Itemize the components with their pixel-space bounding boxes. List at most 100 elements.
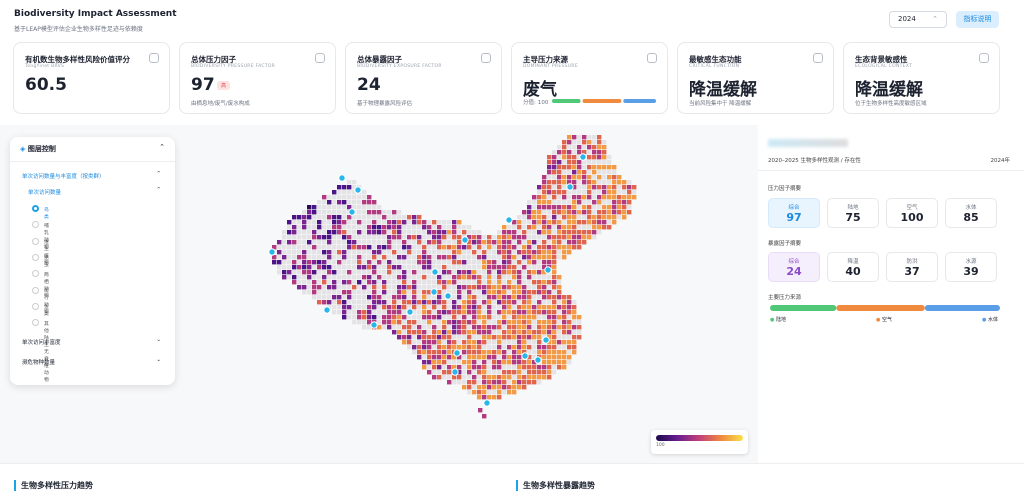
map-cell [287, 260, 292, 265]
map-cell [537, 265, 542, 270]
map-cell [497, 270, 502, 275]
map-cell [607, 190, 612, 195]
map-cell [412, 270, 417, 275]
map-cell [447, 305, 452, 310]
map-cell [547, 285, 552, 290]
card-icon [481, 53, 491, 63]
map-cell [282, 270, 287, 275]
map-cell [437, 230, 442, 235]
map-cell [432, 240, 437, 245]
map-cell [567, 215, 572, 220]
subgroup[interactable]: 单次访问数量 [28, 190, 62, 196]
map-cell [292, 225, 297, 230]
legend-label: 水体 [987, 317, 998, 323]
map-cell [332, 240, 337, 245]
map-cell [552, 355, 557, 360]
map-cell [527, 350, 532, 355]
map-cell [537, 185, 542, 190]
map-cell [472, 245, 477, 250]
map-cell [452, 280, 457, 285]
map-cell [402, 240, 407, 245]
map-cell [417, 320, 422, 325]
map-cell [327, 205, 332, 210]
map-cell [402, 275, 407, 280]
box-label: 水源 [965, 259, 977, 265]
map-cell [372, 250, 377, 255]
map-cell [322, 295, 327, 300]
map-cell [512, 230, 517, 235]
map-cell [382, 255, 387, 260]
map-cell [537, 230, 542, 235]
map-cell [367, 200, 372, 205]
map-cell [397, 325, 402, 330]
map-cell [492, 380, 497, 385]
map-cell [372, 220, 377, 225]
map-cell [417, 340, 422, 345]
map-cell [357, 320, 362, 325]
map-cell [562, 335, 567, 340]
map-cell [467, 375, 472, 380]
summary-box: 空气 100 [886, 198, 938, 228]
map-cell [517, 220, 522, 225]
card-note: 由栖息地/废气/废水构成 [191, 101, 250, 107]
map-cell [527, 240, 532, 245]
map-cell [477, 310, 482, 315]
collapse[interactable]: ⌃ [159, 143, 165, 151]
map-cell [537, 305, 542, 310]
map-cell [462, 245, 467, 250]
map-cell [437, 290, 442, 295]
map-cell [287, 245, 292, 250]
layer-item[interactable]: 单次访问丰富度 [22, 340, 61, 346]
map-cell [277, 260, 282, 265]
year-select[interactable]: 2024 ⌃ [889, 11, 947, 28]
map-cell [472, 370, 477, 375]
map-cell [572, 175, 577, 180]
map-cell [397, 295, 402, 300]
map-cell [492, 360, 497, 365]
map-cell [497, 365, 502, 370]
map-cell [497, 380, 502, 385]
map-cell [307, 240, 312, 245]
layer-item[interactable]: 濒危物种数量 [22, 360, 56, 366]
help-button[interactable]: 指标说明 [956, 11, 999, 28]
map-cell [502, 315, 507, 320]
map-cell [587, 155, 592, 160]
map-cell [572, 155, 577, 160]
map-cell [532, 210, 537, 215]
map-cell [452, 265, 457, 270]
map-cell [402, 315, 407, 320]
map-cell [567, 360, 572, 365]
map-cell [442, 275, 447, 280]
map-cell [377, 210, 382, 215]
map-cell [567, 145, 572, 150]
map-cell [302, 230, 307, 235]
map-cell [397, 315, 402, 320]
map-cell [392, 315, 397, 320]
map-cell [617, 210, 622, 215]
card-icon [813, 53, 823, 63]
map-cell [547, 185, 552, 190]
map-cell [462, 345, 467, 350]
map-cell [387, 260, 392, 265]
card-value: 24 [357, 75, 381, 95]
map-cell [362, 210, 367, 215]
map-cell [472, 340, 477, 345]
map-cell [337, 185, 342, 190]
map-cell [467, 260, 472, 265]
map-cell [587, 195, 592, 200]
map-cell [417, 260, 422, 265]
map-cell [417, 350, 422, 355]
map-cell [327, 230, 332, 235]
map-cell [492, 250, 497, 255]
map-cell [367, 320, 372, 325]
map-cell [547, 355, 552, 360]
group[interactable]: 单次访问数量与丰富度（按类群） [22, 174, 105, 180]
map-cell [342, 255, 347, 260]
map-cell [432, 335, 437, 340]
box-value: 100 [900, 211, 924, 224]
map-cell [487, 390, 492, 395]
map-cell [372, 230, 377, 235]
map-cell [497, 390, 502, 395]
map-cell [552, 290, 557, 295]
map-cell [537, 195, 542, 200]
